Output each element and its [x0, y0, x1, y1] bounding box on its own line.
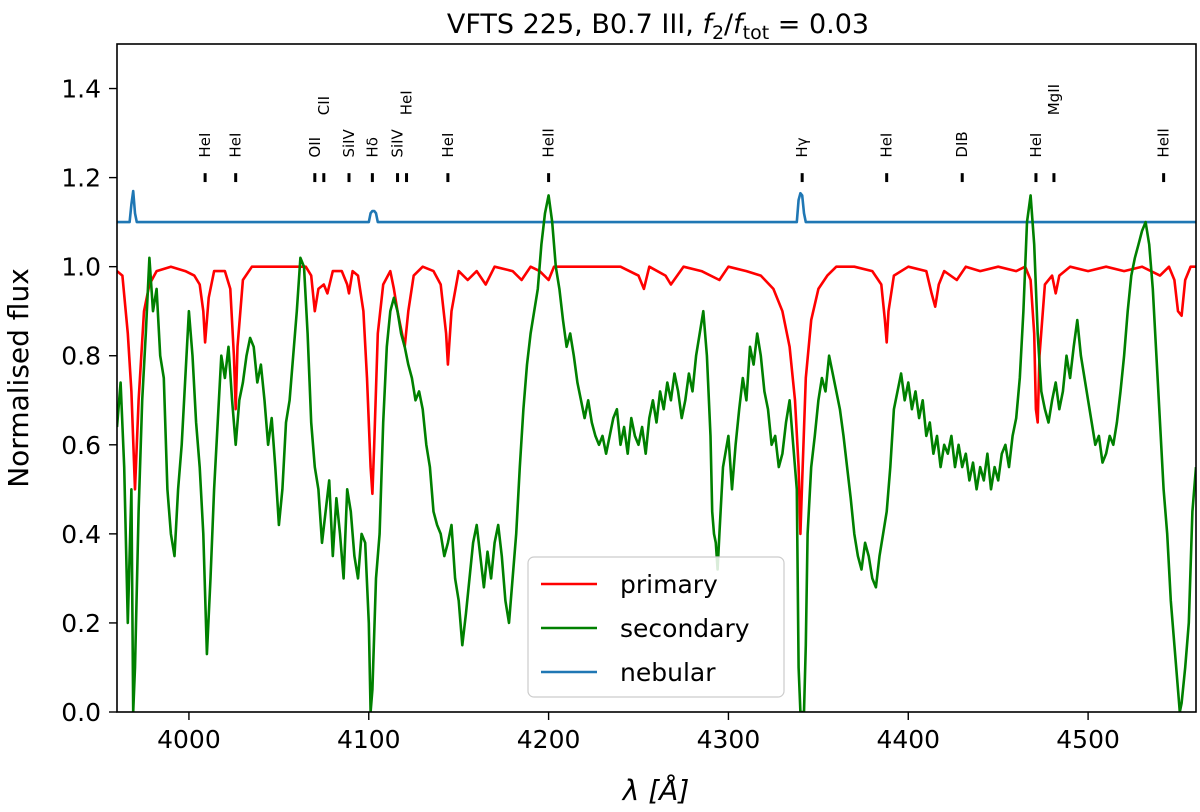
line-marker-label: HeI — [878, 133, 896, 158]
x-axis-label: λ [Å] — [621, 773, 690, 807]
line-marker-label: SiIV — [389, 128, 407, 157]
x-tick-label: 4400 — [876, 725, 940, 754]
title-sub-tot: tot — [743, 22, 770, 44]
legend-label-secondary: secondary — [620, 614, 750, 643]
line-marker-label: OII — [306, 137, 324, 158]
line-marker-label: HeI — [439, 133, 457, 158]
line-marker-label: CII — [315, 96, 333, 115]
title-slash: / — [724, 9, 734, 40]
chart-title: VFTS 225, B0.7 III, f2/ftot = 0.03 — [447, 9, 869, 44]
axes-group: 4000 4100 4200 4300 4400 4500 0.0 0.2 0.4 0.6 0.8 1… — [61, 75, 1120, 754]
y-tick-label: 0.8 — [61, 342, 101, 371]
title-sub-2: 2 — [712, 22, 724, 44]
y-axis-label: Normalised flux — [2, 268, 35, 488]
series-line-primary — [117, 265, 1196, 536]
legend-label-nebular: nebular — [620, 658, 716, 687]
x-tick-label: 4200 — [517, 725, 581, 754]
y-tick-label: 1.4 — [61, 75, 101, 104]
plot-frame — [116, 43, 1197, 713]
y-tick-label: 0.4 — [61, 520, 101, 549]
y-tick-label: 0.0 — [61, 698, 101, 727]
y-tick-label: 1.2 — [61, 164, 101, 193]
x-tick-label: 4000 — [157, 725, 221, 754]
x-tick-label: 4300 — [697, 725, 761, 754]
line-marker-label: HeI — [196, 133, 214, 158]
series-group — [117, 189, 1196, 712]
legend-label-primary: primary — [620, 570, 718, 599]
legend: primary secondary nebular — [527, 556, 785, 698]
y-tick-label: 1.0 — [61, 253, 101, 282]
legend-box — [527, 556, 785, 698]
line-marker-label: HeII — [540, 128, 558, 157]
line-marker-label: DIB — [953, 131, 971, 157]
line-marker-label: HeI — [1027, 133, 1045, 158]
x-tick-label: 4500 — [1056, 725, 1120, 754]
line-marker-label: HeI — [227, 133, 245, 158]
y-tick-label: 0.6 — [61, 431, 101, 460]
line-marker-label: HeI — [398, 90, 416, 115]
series-line-secondary — [117, 194, 1196, 712]
line-marker-label: MgII — [1045, 84, 1063, 115]
line-marker-label: Hδ — [363, 137, 381, 157]
y-tick-label: 0.2 — [61, 609, 101, 638]
x-tick-label: 4100 — [337, 725, 401, 754]
line-marker-label: SiIV — [340, 128, 358, 157]
line-marker-label: HeII — [1155, 128, 1173, 157]
series-line-nebular — [117, 189, 1196, 224]
line-marker-label: Hγ — [793, 137, 811, 157]
line-markers: HeI HeI OII CII SiIV Hδ SiIV HeI HeI HeII Hγ HeI DIB… — [196, 84, 1173, 183]
title-value: = 0.03 — [769, 9, 869, 40]
